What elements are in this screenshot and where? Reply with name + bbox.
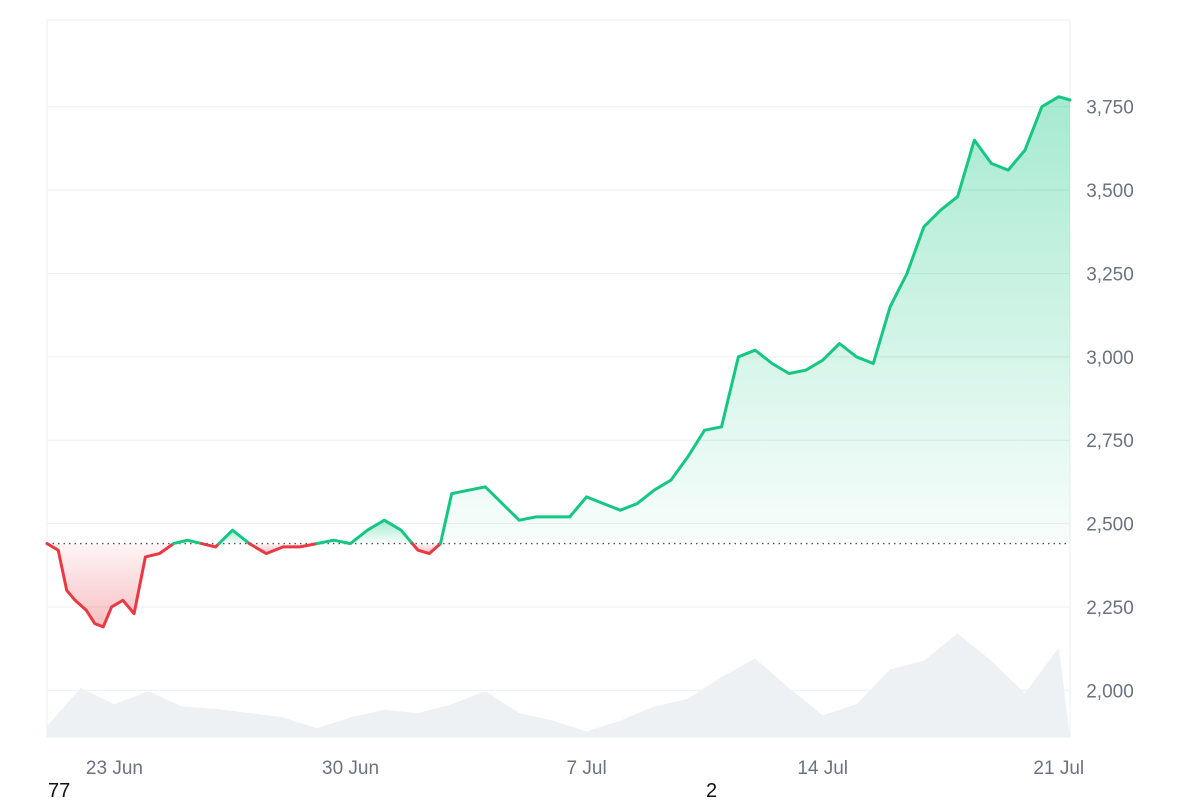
x-tick-label: 23 Jun [86,758,143,779]
price-line-down [200,542,221,549]
x-tick-label: 14 Jul [797,758,848,779]
volume-area-group [47,633,1070,737]
y-tick-label: 3,750 [1086,98,1134,119]
price-line-group [45,95,1072,629]
price-line-up [217,528,251,546]
y-tick-label: 2,750 [1086,431,1134,452]
price-area-above [316,520,413,544]
price-line-down [45,542,175,629]
price-line-down [247,542,319,556]
y-tick-label: 3,000 [1086,348,1134,369]
volume-area [47,633,1070,737]
y-tick-label: 3,250 [1086,264,1134,285]
x-tick-label: 21 Jul [1033,758,1084,779]
y-tick-label: 2,250 [1086,598,1134,619]
price-area-below [412,543,441,554]
y-tick-label: 3,500 [1086,181,1134,202]
price-area-below [47,543,174,627]
y-axis-tick-labels: 2,000 2,250 2,500 2,750 3,000 3,250 3,500 3,750 [1086,98,1134,703]
price-line-up [315,518,414,546]
x-tick-label: 30 Jun [322,758,379,779]
price-area-above [440,96,1070,544]
footer-number-left: 77 [48,780,71,802]
y-tick-label: 2,500 [1086,515,1134,536]
footer-number-center: 2 [706,780,718,802]
y-tick-label: 2,000 [1086,681,1134,702]
x-axis-tick-labels: 23 Jun 30 Jun 7 Jul 14 Jul 21 Jul [86,758,1084,779]
price-area-group [47,96,1070,627]
price-area-above [219,530,250,544]
x-tick-label: 7 Jul [567,758,607,779]
price-line-up [439,95,1072,546]
price-line-down [410,542,442,556]
price-line-up [172,538,204,546]
